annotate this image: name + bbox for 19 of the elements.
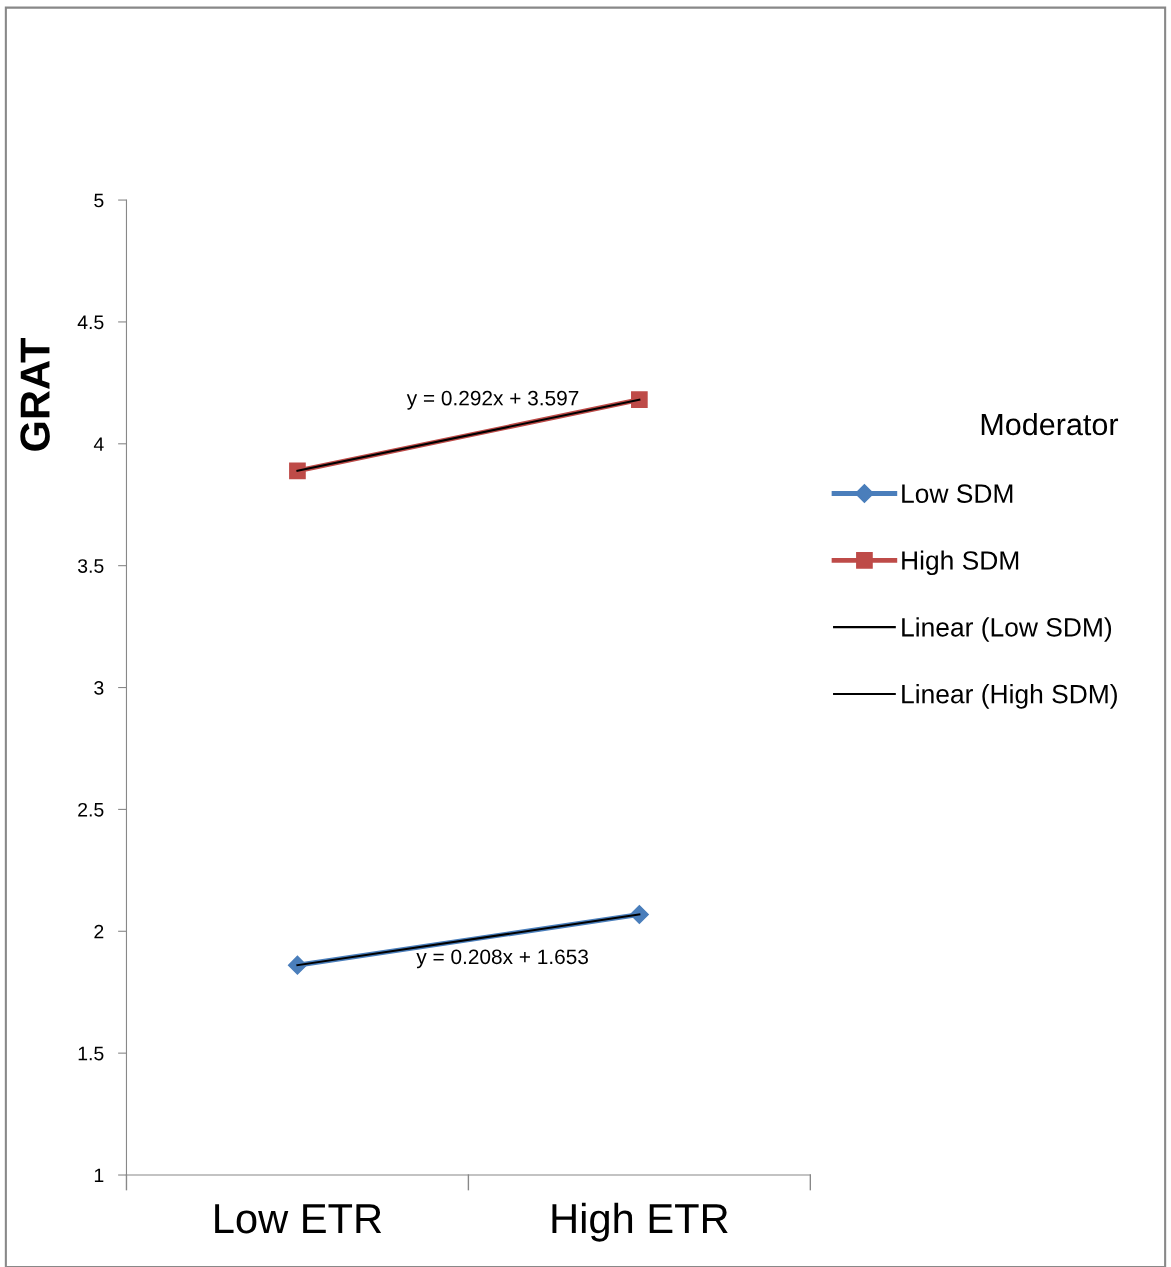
legend-label: High SDM <box>902 550 1019 576</box>
y-tick-label: 3 <box>94 681 104 695</box>
legend-title: Moderator <box>981 412 1119 436</box>
y-tick-label: 4 <box>93 437 104 451</box>
annotation: y = 0.292x + 3.597 <box>406 390 579 410</box>
y-tick-label: 2 <box>94 924 104 939</box>
y-tick-label: 4.5 <box>77 315 104 330</box>
legend-label: Low SDM <box>902 484 1013 503</box>
y-axis-title: GRAT <box>20 338 50 451</box>
y-tick-label: 3.5 <box>77 559 104 573</box>
x-tick-label: Low ETR <box>215 1204 382 1234</box>
y-tick-label: 2.5 <box>78 802 104 817</box>
y-tick-label: 5 <box>94 193 104 208</box>
legend-label: Linear (High SDM) <box>902 684 1117 709</box>
annotation: y = 0.208x + 1.653 <box>416 949 588 969</box>
y-tick-label: 1 <box>94 1168 104 1183</box>
y-tick-label: 1.5 <box>78 1046 104 1061</box>
legend-label: Linear (Low SDM) <box>902 617 1112 642</box>
x-tick-label: High ETR <box>552 1202 728 1242</box>
